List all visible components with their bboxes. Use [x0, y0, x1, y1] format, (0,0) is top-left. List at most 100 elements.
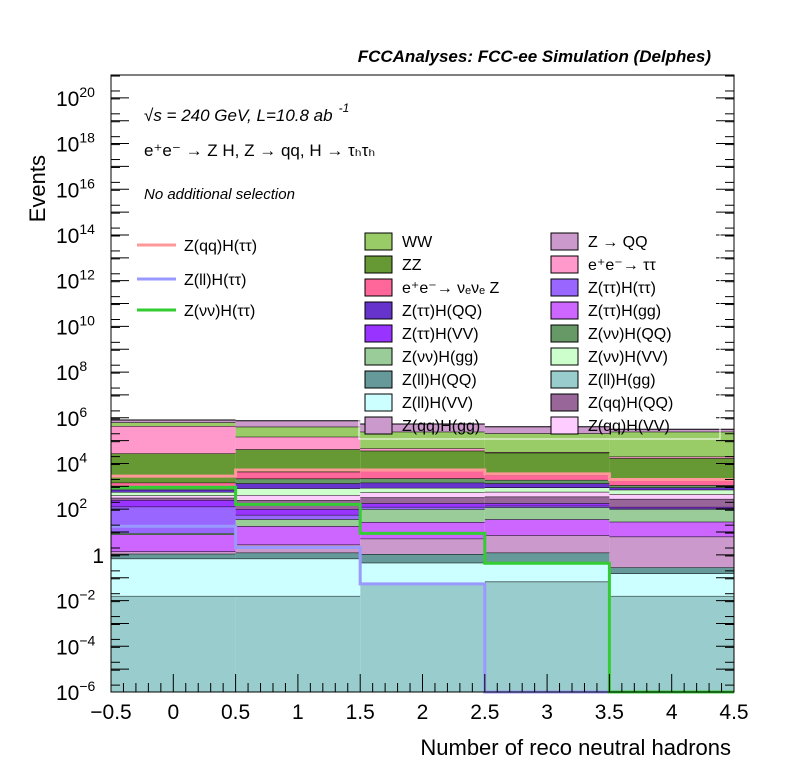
legend-swatch-ww	[364, 232, 393, 251]
bar-z-qq-h-gg	[484, 535, 610, 553]
bar-z-h-qq	[235, 478, 361, 484]
legend-label-z-qq-h-qq: Z(qq)H(QQ)	[588, 395, 673, 412]
bar-z-qq-h-vv	[111, 495, 236, 498]
bar-ww	[484, 433, 610, 453]
legend: Z(qq)H(ττ) Z(ll)H(ττ) Z(νν)H(ττ) WW Z → QQ ZZ…	[137, 228, 721, 440]
bar-z-ll-h-gg	[360, 583, 485, 692]
x-tick-label: −0.5	[90, 701, 131, 724]
x-tick-label: 1	[292, 701, 304, 724]
axis-ticks	[110, 74, 735, 693]
bar-z-qq-h-gg	[360, 538, 485, 554]
bar-z-h-gg	[360, 521, 485, 539]
bar-z-qq	[111, 420, 236, 423]
legend-label-z-h-gg: Z(νν)H(gg)	[402, 349, 478, 366]
legend-swatch-z-qq-h-gg	[364, 416, 393, 435]
signal-line-z-h	[111, 485, 734, 694]
bar-e-e	[609, 456, 734, 459]
bar-z-h-gg	[235, 526, 361, 545]
tick-labels: −0.5 0 0.5 1 1.5 2 2.5 3 3.5 4 4.51020101810161014…	[56, 84, 749, 724]
legend-label-z-h: Z(ττ)H(ττ)	[588, 280, 656, 297]
bar-z-h-gg	[235, 519, 361, 527]
legend-label-z-h-gg: Z(ττ)H(gg)	[588, 303, 661, 320]
bar-z-qq	[360, 423, 485, 432]
legend-label-z-ll-h-gg: Z(ll)H(gg)	[588, 372, 656, 389]
x-tick-label: 3	[541, 701, 553, 724]
bar-z-h	[609, 508, 734, 510]
bar-z-ll-h-qq	[111, 553, 236, 559]
y-tick-label: 10−2	[56, 587, 96, 614]
y-tick-exponent: 18	[79, 130, 95, 146]
legend-swatch-z-h-gg	[550, 301, 579, 320]
x-tick-label: 2.5	[470, 701, 499, 724]
bar-z-h-vv	[484, 487, 610, 492]
bar-z-ll-h-qq	[609, 567, 734, 574]
bar-z-qq-h-qq	[360, 497, 485, 504]
y-tick-base: 10	[56, 362, 79, 385]
bar-z-ll-h-vv	[235, 558, 361, 596]
bar-z-h-qq	[360, 482, 485, 488]
legend-label-zz: ZZ	[402, 257, 422, 274]
bar-z-h-vv	[360, 487, 485, 493]
bar-e-e	[235, 436, 361, 450]
bar-z-h	[235, 514, 361, 520]
legend-swatch-z-h-qq	[550, 324, 579, 343]
y-tick-label: 106	[56, 404, 87, 431]
legend-swatch-z-ll-h-qq	[364, 370, 393, 389]
legend-label-z-ll-h-qq: Z(ll)H(QQ)	[402, 372, 477, 389]
bar-z-qq-h-vv	[235, 495, 361, 501]
legend-swatch-e-e-e-e-z	[364, 278, 393, 297]
bar-z-qq-h-gg	[111, 551, 236, 554]
legend-swatch-z-h	[550, 278, 579, 297]
bar-ww	[111, 422, 236, 427]
legend-label-e-e-e-e-z: e⁺e⁻→ νₑνₑ Z	[402, 280, 499, 297]
legend-label-z-h-vv: Z(ττ)H(VV)	[402, 326, 479, 343]
bar-z-h-vv	[609, 489, 734, 495]
y-tick-exponent: 6	[79, 404, 87, 420]
bar-zz	[111, 453, 236, 483]
bar-z-qq-h-gg	[609, 536, 734, 568]
bar-z-h-vv	[609, 506, 734, 509]
legend-swatch-z-ll-h-vv	[364, 393, 393, 412]
bar-z-h-qq	[484, 479, 610, 484]
y-tick-base: 10	[56, 499, 79, 522]
x-tick-label: 2	[417, 701, 429, 724]
legend-label-e-e: e⁺e⁻→ ττ	[588, 257, 656, 274]
bar-z-h-gg	[111, 534, 236, 552]
bar-z-ll-h-vv	[484, 564, 610, 582]
stack-bars	[111, 419, 734, 692]
legend-label-z-h: Z(νν)H(ττ)	[184, 303, 255, 320]
legend-swatch-z-h-vv	[364, 324, 393, 343]
y-tick-label: 10−4	[56, 632, 96, 659]
bar-z-h	[111, 506, 236, 534]
legend-label-z-h-qq: Z(νν)H(QQ)	[588, 326, 672, 343]
y-tick-label: 1014	[56, 221, 95, 248]
y-tick-label: 1016	[56, 175, 95, 202]
y-axis-label: Events	[25, 155, 50, 222]
y-tick-base: 10	[56, 453, 79, 476]
bar-zz	[360, 450, 485, 471]
bar-z-qq-h-qq	[609, 498, 734, 507]
y-tick-label: 104	[56, 449, 87, 476]
legend-label-z-ll-h-vv: Z(ll)H(VV)	[402, 395, 473, 412]
y-tick-base: 10	[56, 591, 79, 614]
selection-label: No additional selection	[144, 186, 295, 203]
y-tick-label: 1	[92, 545, 104, 568]
y-tick-exponent: 16	[79, 175, 95, 191]
x-axis-label: Number of reco neutral hadrons	[420, 735, 731, 760]
y-tick-base: 10	[56, 88, 79, 111]
y-tick-exponent: −6	[79, 678, 95, 694]
bar-e-e-e-e-z	[235, 471, 361, 479]
bar-z-qq-h-qq	[484, 496, 610, 504]
y-tick-exponent: 4	[79, 449, 87, 465]
bar-z-h-qq	[609, 487, 734, 490]
legend-swatch-z-qq-h-vv	[550, 416, 579, 435]
legend-label-z-qq-h-gg: Z(qq)H(gg)	[402, 418, 480, 435]
legend-label-z-qq-h: Z(qq)H(ττ)	[184, 238, 257, 255]
bar-ww	[609, 431, 734, 457]
y-tick-label: 1012	[56, 267, 95, 294]
y-tick-base: 10	[56, 225, 79, 248]
bar-z-qq-h-vv	[484, 491, 610, 497]
legend-swatch-z-qq-h-qq	[550, 393, 579, 412]
bar-z-h-gg	[111, 533, 236, 535]
